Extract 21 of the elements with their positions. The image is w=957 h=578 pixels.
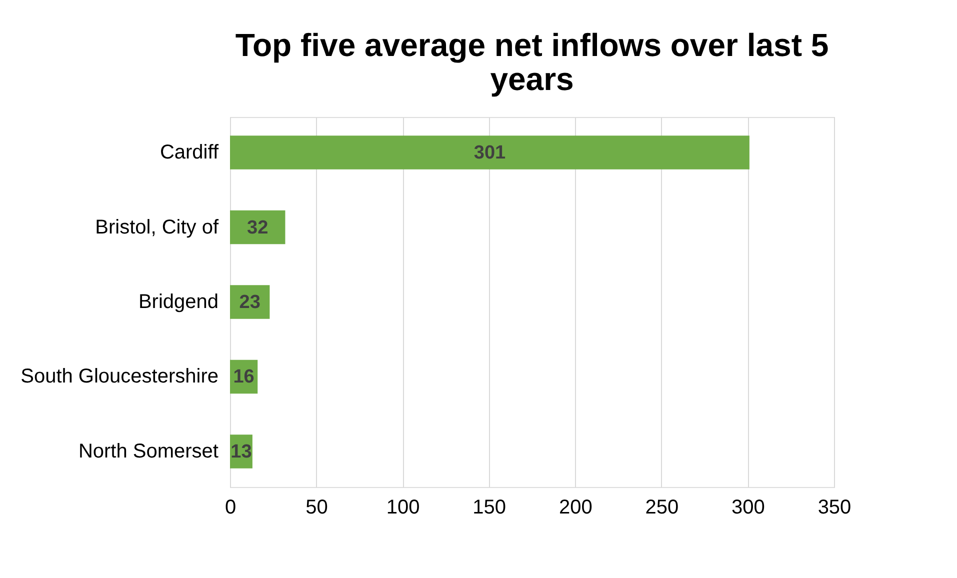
x-tick-label: 250 bbox=[645, 496, 679, 518]
y-tick-label: Cardiff bbox=[160, 142, 219, 164]
data-label: 301 bbox=[474, 142, 506, 164]
x-tick-label: 50 bbox=[306, 496, 328, 518]
x-tick-label: 350 bbox=[818, 496, 852, 518]
y-tick-label: North Somerset bbox=[78, 440, 219, 462]
y-tick-label: South Gloucestershire bbox=[20, 366, 218, 388]
data-label: 32 bbox=[247, 217, 268, 238]
y-tick-label: Bristol, City of bbox=[95, 216, 219, 238]
data-label: 16 bbox=[233, 366, 254, 388]
x-tick-label: 300 bbox=[732, 496, 765, 518]
x-tick-label: 100 bbox=[386, 496, 420, 518]
x-tick-label: 200 bbox=[558, 496, 592, 518]
bar bbox=[230, 210, 286, 244]
data-label: 23 bbox=[239, 292, 260, 313]
x-tick-label: 0 bbox=[224, 496, 236, 518]
data-label: 13 bbox=[230, 441, 252, 462]
y-tick-label: Bridgend bbox=[138, 291, 218, 313]
bar bbox=[230, 136, 750, 170]
chart-title: Top five average net inflows over last 5 years bbox=[235, 27, 829, 97]
x-tick-label: 150 bbox=[472, 496, 506, 518]
